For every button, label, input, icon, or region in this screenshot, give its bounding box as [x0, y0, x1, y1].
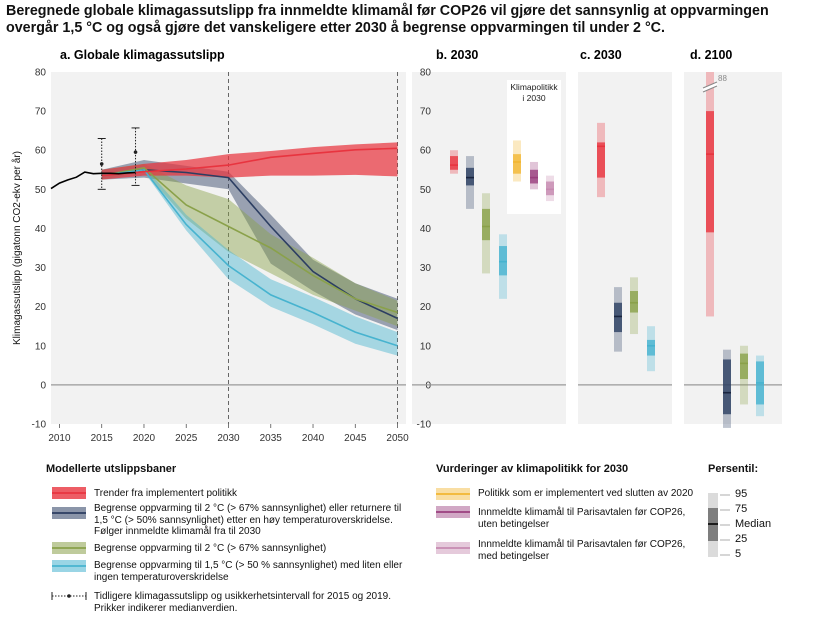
panel-c-box-navy-p25-p75: [614, 302, 622, 333]
panel-a-ytick-label: 40: [35, 224, 47, 235]
policy-legend-label-yellow: Politikk som er implementert ved slutten…: [478, 488, 694, 499]
panel-d-background: [684, 72, 782, 424]
panel-b-box-green-p25-p75: [482, 208, 490, 241]
panel-d-title: d. 2100: [690, 48, 732, 62]
panel-a-ytick-label: 20: [35, 302, 47, 313]
panel-d-box-green-p25-p75: [740, 353, 748, 380]
legend-heading: Modellerte utslippsbaner: [46, 463, 177, 475]
panel-a-ytick-label: 80: [35, 68, 47, 79]
panel-a-ytick-label: 70: [35, 107, 47, 118]
panel-c-box-red-p25-p75: [597, 142, 605, 178]
panel-a-xtick-label: 2010: [48, 433, 71, 444]
panel-a-xtick-label: 2045: [344, 433, 367, 444]
panel-b-ytick-label: -10: [417, 420, 432, 431]
panel-b-box-yellow-p25-p75: [513, 154, 521, 174]
policy-legend-label-purple: Innmeldte klimamål til Parisavtalen før …: [478, 507, 686, 530]
panel-d-box-navy-p25-p75: [723, 359, 731, 415]
axis-break-value: 88: [718, 74, 727, 83]
panel-a-xtick-label: 2050: [386, 433, 409, 444]
panel-a-title: a. Globale klimagassutslipp: [60, 48, 225, 62]
axis-break-gap: [702, 82, 718, 92]
panel-a-ytick-label: 60: [35, 146, 47, 157]
panel-c-title: c. 2030: [580, 48, 622, 62]
uncertainty-median-dot: [133, 150, 138, 154]
panel-a-xtick-label: 2040: [302, 433, 325, 444]
panel-b-title: b. 2030: [436, 48, 478, 62]
band-green: [101, 163, 398, 327]
legend-label-green: Begrense oppvarming til 2 °C (> 67% sann…: [94, 543, 327, 554]
y-axis-label: Klimagassutslipp (gigatonn CO2-ekv per å…: [11, 151, 23, 345]
uncertainty-median-dot: [99, 162, 104, 166]
panel-b-box-red-p25-p75: [450, 156, 458, 170]
panel-b-box-navy-p25-p75: [466, 167, 474, 186]
legend-label-red: Trender fra implementert politikk: [94, 488, 238, 499]
legend-label-cyan: Begrense oppvarming til 1,5 °C (> 50 % s…: [94, 560, 403, 583]
percentile-label-25: 25: [735, 533, 748, 545]
panel-c-background: [578, 72, 672, 424]
panel-d-box-red-p25-p75: [706, 111, 714, 233]
panel-a-ytick-label: 10: [35, 341, 47, 352]
panel-b-ytick-label: 30: [420, 263, 432, 274]
panel-b-box-purple-p25-p75: [530, 169, 538, 184]
axis-break-mark-1: [702, 81, 718, 89]
policy-box-label-line1: Klimapolitikk: [510, 82, 558, 92]
percentile-label-95: 95: [735, 488, 748, 500]
band-navy: [101, 160, 398, 331]
panel-a-ytick-label: 50: [35, 185, 47, 196]
panel-b-box-cyan-p25-p75: [499, 246, 507, 276]
panel-a-ytick-label: 30: [35, 263, 47, 274]
panel-a-xtick-label: 2025: [175, 433, 198, 444]
panel-a-xtick-label: 2020: [133, 433, 156, 444]
legend-label-historical: Tidligere klimagassutslipp og usikkerhet…: [94, 591, 392, 614]
panel-a-xtick-label: 2035: [260, 433, 283, 444]
median-line-green: [101, 166, 398, 314]
panel-b-ytick-label: 40: [420, 224, 432, 235]
percentile-label-median: Median: [735, 518, 772, 530]
band-cyan: [101, 165, 398, 356]
figure-title: Beregnede globale klimagassutslipp fra i…: [6, 3, 769, 36]
median-line-cyan: [101, 168, 398, 347]
panel-b-ytick-label: 70: [420, 107, 432, 118]
panel-a-ytick-label: 0: [40, 380, 46, 391]
panel-b-ytick-label: 0: [425, 380, 431, 391]
policy-box-label-line2: i 2030: [522, 93, 545, 103]
policy-legend-label-pink: Innmeldte klimamål til Parisavtalen før …: [478, 539, 686, 562]
percentile-legend-heading: Persentil:: [708, 463, 759, 475]
policy-legend-heading: Vurderinger av klimapolitikk for 2030: [436, 463, 629, 475]
historical-emissions-line: [50, 171, 136, 190]
panel-b-ytick-label: 80: [420, 68, 432, 79]
panel-b-box-pink-p25-p75: [546, 181, 554, 196]
axis-break-mark-2: [702, 85, 718, 93]
panel-c-box-green-p25-p75: [630, 291, 638, 313]
legend-historical-dot: [67, 594, 71, 598]
panel-a-ytick-label: -10: [32, 420, 47, 431]
panel-b-ytick-label: 20: [420, 302, 432, 313]
percentile-label-75: 75: [735, 503, 748, 515]
panel-c-box-cyan-p25-p75: [647, 339, 655, 356]
panel-b-ytick-label: 50: [420, 185, 432, 196]
median-line-red: [101, 147, 398, 177]
panel-b-ytick-label: 60: [420, 146, 432, 157]
panel-b-ytick-label: 10: [420, 341, 432, 352]
panel-a-xtick-label: 2030: [217, 433, 240, 444]
panel-a-xtick-label: 2015: [91, 433, 114, 444]
percentile-label-5: 5: [735, 548, 742, 560]
legend-label-navy: Begrense oppvarming til 2 °C (> 67% sann…: [94, 503, 402, 537]
